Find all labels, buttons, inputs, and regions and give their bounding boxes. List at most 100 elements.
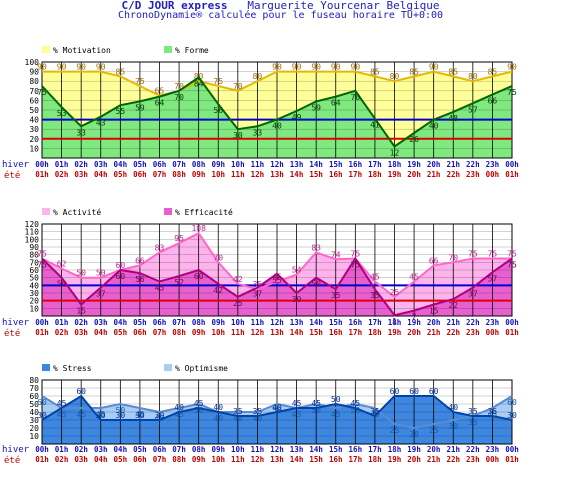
- data-label-1-0-20: 66: [429, 256, 439, 265]
- y-tick-1-30: 30: [29, 289, 39, 298]
- data-label-2-1-21: 30: [448, 422, 458, 431]
- plot-frame-2: [41, 379, 513, 445]
- data-label-0-1-18: 12: [390, 148, 400, 157]
- data-label-1-1-16: 75: [351, 261, 361, 270]
- x-tick-winter-2-2: 02h: [74, 445, 88, 454]
- data-label-0-1-6: 64: [155, 99, 165, 108]
- x-tick-summer-2-13: 14h: [290, 455, 304, 464]
- data-label-1-0-15: 74: [331, 250, 341, 259]
- x-tick-winter-2-23: 23h: [486, 445, 500, 454]
- data-label-0-0-1: 90: [57, 63, 67, 72]
- x-tick-winter-1-5: 05h: [133, 318, 147, 327]
- y-tick-0-40: 40: [29, 116, 39, 125]
- x-tick-winter-1-6: 06h: [153, 318, 167, 327]
- data-label-1-1-20: 15: [429, 307, 439, 316]
- data-label-0-1-16: 70: [351, 93, 361, 102]
- x-tick-summer-1-7: 08h: [172, 328, 186, 337]
- legend-swatch-0-1: [164, 46, 172, 53]
- x-tick-winter-1-15: 15h: [329, 318, 343, 327]
- data-label-1-0-16: 75: [351, 250, 361, 259]
- x-tick-winter-1-3: 03h: [94, 318, 108, 327]
- x-tick-winter-0-15: 15h: [329, 160, 343, 169]
- data-label-1-1-9: 42: [213, 286, 223, 295]
- data-label-1-0-4: 60: [116, 261, 126, 270]
- data-label-1-0-9: 70: [213, 253, 223, 262]
- series-line-2-1: [41, 395, 513, 430]
- data-label-1-1-21: 22: [448, 301, 458, 310]
- x-tick-winter-2-13: 13h: [290, 445, 304, 454]
- data-label-0-0-6: 65: [155, 87, 165, 96]
- data-label-1-1-0: 75: [37, 261, 47, 270]
- x-tick-winter-2-19: 19h: [407, 445, 421, 454]
- x-tick-winter-2-8: 08h: [192, 445, 206, 454]
- data-label-2-0-4: 30: [116, 411, 126, 420]
- x-tick-summer-0-0: 01h: [35, 170, 49, 179]
- header-title-line: C/D JOUR express Marguerite Yourcenar Be…: [0, 0, 561, 11]
- data-label-0-1-9: 56: [213, 106, 223, 115]
- data-label-0-1-8: 84: [194, 79, 204, 88]
- x-tick-winter-0-24: 00h: [505, 160, 519, 169]
- x-tick-winter-0-5: 05h: [133, 160, 147, 169]
- x-tick-summer-1-21: 22h: [446, 328, 460, 337]
- data-label-0-0-2: 90: [76, 63, 86, 72]
- x-tick-summer-0-14: 15h: [309, 170, 323, 179]
- x-tick-summer-2-22: 23h: [466, 455, 480, 464]
- data-label-0-0-13: 90: [292, 63, 302, 72]
- data-label-1-1-6: 45: [155, 284, 165, 293]
- x-tick-summer-0-11: 12h: [251, 170, 265, 179]
- x-tick-summer-1-13: 14h: [290, 328, 304, 337]
- data-label-0-0-7: 70: [174, 82, 184, 91]
- x-tick-winter-0-11: 11h: [251, 160, 265, 169]
- data-label-1-0-14: 83: [311, 243, 321, 252]
- x-tick-summer-2-15: 16h: [329, 455, 343, 464]
- x-tick-winter-0-17: 17h: [368, 160, 382, 169]
- data-label-2-0-13: 45: [292, 399, 302, 408]
- y-tick-0-50: 50: [29, 106, 39, 115]
- data-label-2-1-13: 45: [292, 410, 302, 419]
- data-label-0-1-4: 55: [116, 107, 126, 116]
- data-label-1-0-23: 75: [488, 250, 498, 259]
- x-tick-summer-0-13: 14h: [290, 170, 304, 179]
- x-tick-summer-2-14: 15h: [309, 455, 323, 464]
- x-tick-summer-1-5: 06h: [133, 328, 147, 337]
- y-tick-2-70: 70: [29, 384, 39, 393]
- x-tick-summer-2-7: 08h: [172, 455, 186, 464]
- data-label-1-1-5: 56: [135, 275, 145, 284]
- x-tick-winter-2-6: 06h: [153, 445, 167, 454]
- x-tick-winter-1-0: 00h: [35, 318, 49, 327]
- x-tick-summer-2-10: 11h: [231, 455, 245, 464]
- x-tick-winter-1-16: 16h: [349, 318, 363, 327]
- y-tick-0-20: 20: [29, 135, 39, 144]
- x-tick-winter-2-24: 00h: [505, 445, 519, 454]
- data-label-1-0-0: 75: [37, 250, 47, 259]
- data-label-0-1-12: 40: [272, 122, 282, 131]
- data-label-2-1-20: 25: [429, 426, 439, 435]
- data-label-0-1-1: 53: [57, 109, 67, 118]
- data-label-1-1-18: 1: [392, 317, 397, 326]
- data-label-1-0-13: 54: [292, 266, 302, 275]
- x-tick-winter-1-2: 02h: [74, 318, 88, 327]
- data-label-2-1-4: 50: [116, 406, 126, 415]
- legend-label-2-1: % Optimisme: [175, 364, 228, 373]
- x-tick-summer-0-3: 04h: [94, 170, 108, 179]
- row-label-summer-1: été: [4, 328, 20, 339]
- data-label-2-0-8: 45: [194, 399, 204, 408]
- x-tick-winter-0-18: 18h: [388, 160, 402, 169]
- x-tick-summer-0-5: 06h: [133, 170, 147, 179]
- data-label-1-1-24: 75: [507, 261, 517, 270]
- data-label-0-1-21: 48: [448, 114, 458, 123]
- x-tick-summer-2-17: 18h: [368, 455, 382, 464]
- x-tick-summer-1-12: 13h: [270, 328, 284, 337]
- data-label-1-1-15: 35: [331, 291, 341, 300]
- x-tick-winter-1-18: 18h: [388, 318, 402, 327]
- x-tick-summer-1-10: 11h: [231, 328, 245, 337]
- data-label-0-1-22: 57: [468, 105, 478, 114]
- data-label-2-0-15: 50: [331, 395, 341, 404]
- data-label-1-1-7: 52: [174, 278, 184, 287]
- data-label-2-1-16: 50: [351, 406, 361, 415]
- x-tick-summer-2-8: 09h: [192, 455, 206, 464]
- y-tick-2-10: 10: [29, 432, 39, 441]
- data-label-2-0-14: 45: [311, 399, 321, 408]
- data-label-2-0-10: 35: [233, 407, 243, 416]
